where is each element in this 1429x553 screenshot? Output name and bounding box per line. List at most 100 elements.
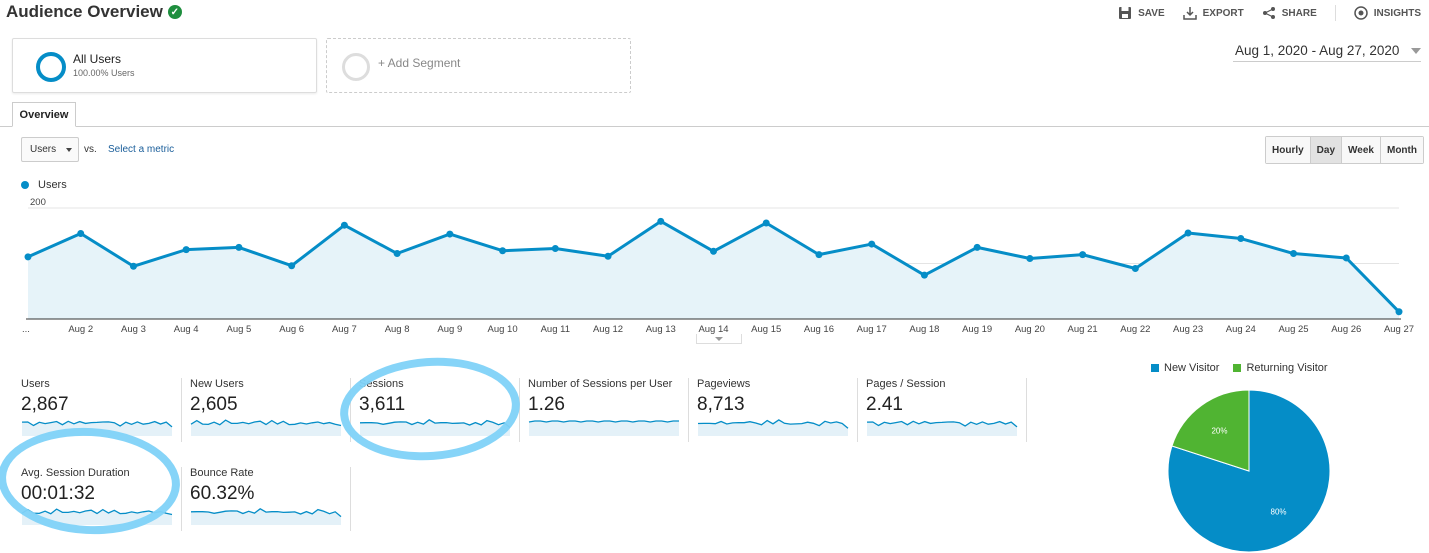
stat-value: 60.32% [190, 483, 255, 504]
action-divider [1334, 5, 1336, 21]
save-button[interactable]: SAVE [1118, 5, 1165, 21]
date-range-picker[interactable]: Aug 1, 2020 - Aug 27, 2020 [1233, 40, 1421, 62]
x-tick-label: Aug 17 [857, 324, 887, 335]
stat-separator [519, 378, 520, 442]
share-button[interactable]: SHARE [1262, 5, 1317, 21]
stat-label: Users [21, 378, 50, 390]
x-tick-label: Aug 22 [1120, 324, 1150, 335]
data-point [393, 250, 401, 258]
legend-dot [21, 181, 29, 189]
data-point [920, 271, 928, 279]
data-point [288, 262, 296, 270]
sparkline-line [697, 419, 849, 429]
y-tick-label: 200 [30, 197, 46, 208]
data-point [551, 245, 559, 253]
granularity-month-button[interactable]: Month [1379, 137, 1423, 163]
segment-name: All Users [73, 52, 122, 66]
data-point [1026, 255, 1034, 263]
stat-label: Number of Sessions per User [528, 378, 673, 390]
stat-value: 2,867 [21, 394, 69, 415]
x-tick-label: Aug 14 [698, 324, 728, 335]
tab-overview[interactable]: Overview [12, 102, 76, 127]
action-bar: SAVE EXPORT SHARE INSIGHTS [1118, 5, 1421, 21]
granularity-day-button[interactable]: Day [1309, 137, 1342, 163]
x-tick-label: Aug 3 [121, 324, 146, 335]
data-point [1237, 235, 1245, 243]
date-range-label: Aug 1, 2020 - Aug 27, 2020 [1235, 43, 1400, 58]
share-label: SHARE [1281, 7, 1317, 19]
export-icon [1182, 7, 1197, 20]
select-metric-link[interactable]: Select a metric [108, 144, 175, 155]
data-point [499, 247, 507, 255]
data-point [446, 230, 454, 238]
chevron-down-icon [66, 147, 72, 152]
pie-slice-label: 20% [1211, 426, 1227, 435]
granularity-week-button[interactable]: Week [1341, 137, 1380, 163]
sparkline-fill [698, 419, 848, 436]
save-label: SAVE [1138, 7, 1165, 19]
stat-label: Sessions [359, 378, 404, 390]
sparkline-line [866, 420, 1018, 428]
x-tick-label: Aug 15 [751, 324, 781, 335]
export-button[interactable]: EXPORT [1182, 5, 1244, 21]
stat-pages-session[interactable]: Pages / Session 2.41 [866, 378, 1021, 440]
sparkline [528, 420, 679, 436]
stat-number-of-sessions-per-user[interactable]: Number of Sessions per User 1.26 [528, 378, 683, 440]
sparkline-fill [867, 421, 1017, 436]
data-point [24, 253, 32, 261]
stat-value: 8,713 [697, 394, 745, 415]
stat-sessions[interactable]: Sessions 3,611 [359, 378, 514, 440]
chart-collapse-toggle[interactable] [696, 334, 742, 344]
stat-label: New Users [190, 378, 244, 390]
stat-separator [181, 467, 182, 531]
pie-legend: New Visitor Returning Visitor [1151, 362, 1328, 374]
metric-select[interactable]: Users [21, 137, 79, 162]
x-tick-label: Aug 4 [174, 324, 199, 335]
stat-value: 00:01:32 [21, 483, 95, 504]
x-tick-label: Aug 13 [646, 324, 676, 335]
x-tick-label: ... [22, 324, 30, 335]
granularity-hourly-button[interactable]: Hourly [1266, 137, 1310, 163]
insights-button[interactable]: INSIGHTS [1354, 5, 1421, 21]
stat-users[interactable]: Users 2,867 [21, 378, 176, 440]
chevron-down-icon [715, 336, 723, 341]
x-tick-label: Aug 6 [279, 324, 304, 335]
x-tick-label: Aug 2 [68, 324, 93, 335]
stat-pageviews[interactable]: Pageviews 8,713 [697, 378, 852, 440]
x-tick-label: Aug 24 [1226, 324, 1256, 335]
stat-separator [688, 378, 689, 442]
x-tick-label: Aug 5 [227, 324, 252, 335]
x-tick-label: Aug 10 [488, 324, 518, 335]
data-point [815, 251, 823, 259]
chart-legend: Users [21, 179, 67, 191]
data-point [604, 252, 612, 260]
stat-bounce-rate[interactable]: Bounce Rate 60.32% [190, 467, 345, 529]
sparkline-fill [191, 508, 341, 525]
add-segment-ring-icon [342, 53, 370, 81]
pie-slice-label: 80% [1271, 508, 1287, 517]
legend-swatch [1151, 364, 1159, 372]
x-tick-label: Aug 21 [1068, 324, 1098, 335]
x-tick-label: Aug 8 [385, 324, 410, 335]
sparkline-fill [22, 421, 172, 436]
data-point [1395, 308, 1403, 316]
sparkline-line [21, 508, 173, 516]
segment-all-users[interactable]: All Users 100.00% Users [12, 38, 317, 93]
stat-value: 1.26 [528, 394, 565, 415]
stat-separator [1026, 378, 1027, 442]
add-segment-button[interactable]: + Add Segment [326, 38, 631, 93]
sparkline-line [190, 508, 342, 518]
data-point [182, 246, 190, 254]
stat-new-users[interactable]: New Users 2,605 [190, 378, 345, 440]
x-tick-label: Aug 9 [437, 324, 462, 335]
pie-legend-new: New Visitor [1151, 362, 1219, 374]
data-point [1131, 264, 1139, 272]
insights-icon [1354, 6, 1368, 20]
legend-swatch [1233, 364, 1242, 372]
x-tick-label: Aug 12 [593, 324, 623, 335]
x-tick-label: Aug 16 [804, 324, 834, 335]
stat-avg-session-duration[interactable]: Avg. Session Duration 00:01:32 [21, 467, 176, 529]
x-tick-label: Aug 11 [541, 324, 570, 335]
data-point [340, 221, 348, 229]
